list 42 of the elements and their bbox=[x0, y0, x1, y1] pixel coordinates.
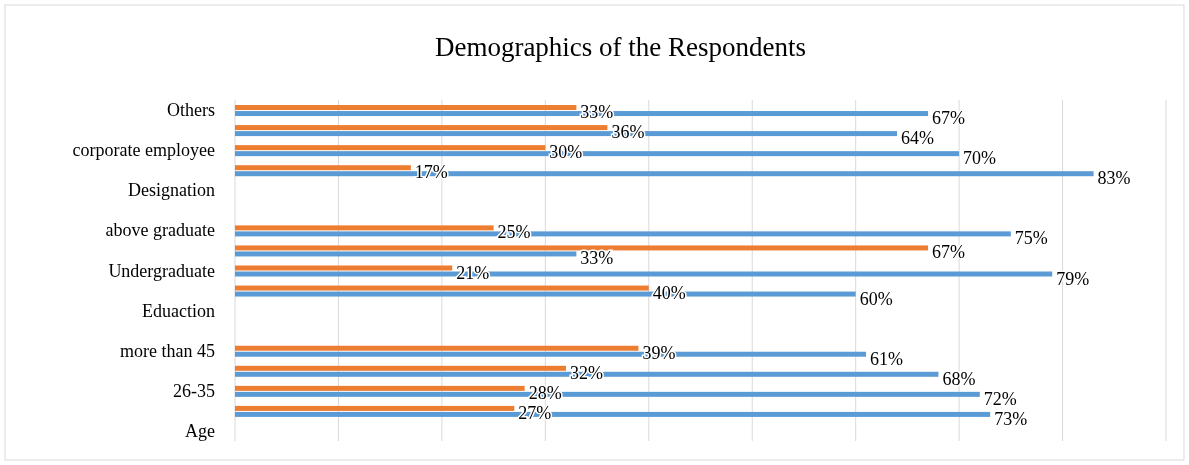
data-label: 21% bbox=[456, 262, 490, 283]
data-label: 68% bbox=[942, 368, 976, 389]
data-label: 67% bbox=[932, 242, 966, 263]
bar bbox=[235, 105, 577, 111]
data-label: 17% bbox=[414, 162, 448, 183]
y-tick-label: Undergraduate bbox=[108, 260, 216, 281]
y-tick-label: above graduate bbox=[105, 220, 215, 241]
data-label: 33% bbox=[580, 248, 614, 269]
bar bbox=[235, 345, 639, 351]
data-label: 30% bbox=[549, 142, 583, 163]
y-tick-label: Age bbox=[185, 420, 215, 441]
data-label: 73% bbox=[994, 408, 1028, 429]
data-label: 25% bbox=[497, 222, 531, 243]
y-tick-label: corporate employee bbox=[72, 140, 215, 161]
bar bbox=[235, 365, 567, 371]
y-tick-label: Others bbox=[167, 100, 215, 121]
bar bbox=[235, 245, 929, 251]
y-tick-label: 26-35 bbox=[173, 380, 215, 401]
bar bbox=[235, 265, 453, 271]
chart-title: Demographics of the Respondents bbox=[434, 32, 807, 62]
data-label: 40% bbox=[652, 282, 686, 303]
data-label: 60% bbox=[859, 288, 893, 309]
data-label: 79% bbox=[1056, 268, 1090, 289]
data-label: 75% bbox=[1014, 228, 1048, 249]
y-tick-label: Eduaction bbox=[142, 300, 215, 321]
y-tick-label: more than 45 bbox=[120, 340, 215, 361]
data-label: 83% bbox=[1097, 168, 1131, 189]
bar bbox=[235, 251, 577, 257]
bar bbox=[235, 225, 494, 231]
data-label: 39% bbox=[642, 342, 676, 363]
bar bbox=[235, 385, 525, 391]
data-label: 64% bbox=[901, 128, 935, 149]
bar bbox=[235, 145, 546, 151]
bar bbox=[235, 125, 608, 131]
bar bbox=[235, 405, 515, 411]
bar bbox=[235, 165, 411, 171]
data-label: 72% bbox=[983, 388, 1017, 409]
data-label: 67% bbox=[932, 108, 966, 129]
data-label: 70% bbox=[963, 148, 997, 169]
y-tick-label: Designation bbox=[128, 180, 215, 201]
bar bbox=[235, 285, 649, 291]
data-label: 61% bbox=[870, 348, 904, 369]
